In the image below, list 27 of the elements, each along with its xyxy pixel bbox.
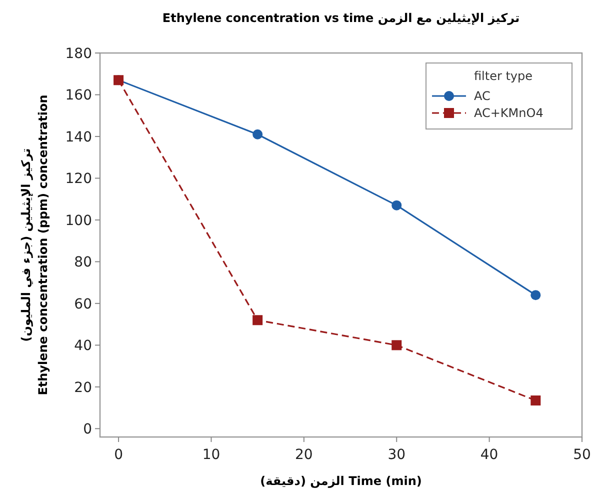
point — [252, 315, 263, 326]
point — [252, 129, 263, 140]
point — [530, 290, 541, 300]
x-tick-label: 40 — [480, 447, 498, 463]
point — [392, 340, 402, 350]
point — [530, 395, 541, 406]
y-tick-label: 100 — [65, 212, 92, 229]
x-axis-title: الزمن (دقيقة) Time (min) — [260, 474, 422, 488]
y-tick-label: 160 — [65, 88, 92, 104]
x-tick-label: 20 — [295, 447, 313, 463]
y-tick-label: 60 — [74, 296, 92, 312]
y-tick-label: 180 — [65, 46, 92, 62]
x-tick-label: 10 — [202, 447, 220, 463]
chart-title: Ethylene concentration vs time تركيز الإيثيلين مع الزمن — [162, 11, 520, 25]
legend-label: AC+KMnO4 — [474, 106, 544, 120]
y-tick-label: 0 — [83, 422, 92, 438]
y-tick-label: 80 — [74, 254, 92, 271]
y-tick-label: 20 — [74, 380, 92, 396]
y-tick-label: 40 — [74, 338, 92, 354]
legend-label: AC — [474, 89, 490, 103]
x-tick-label: 50 — [573, 447, 591, 463]
x-tick-label: 0 — [114, 447, 123, 463]
y-tick-label: 140 — [65, 129, 92, 146]
y-tick-label: 120 — [65, 171, 92, 188]
point — [392, 200, 402, 210]
legend-title: filter type — [474, 69, 533, 83]
x-tick-label: 30 — [388, 447, 406, 463]
